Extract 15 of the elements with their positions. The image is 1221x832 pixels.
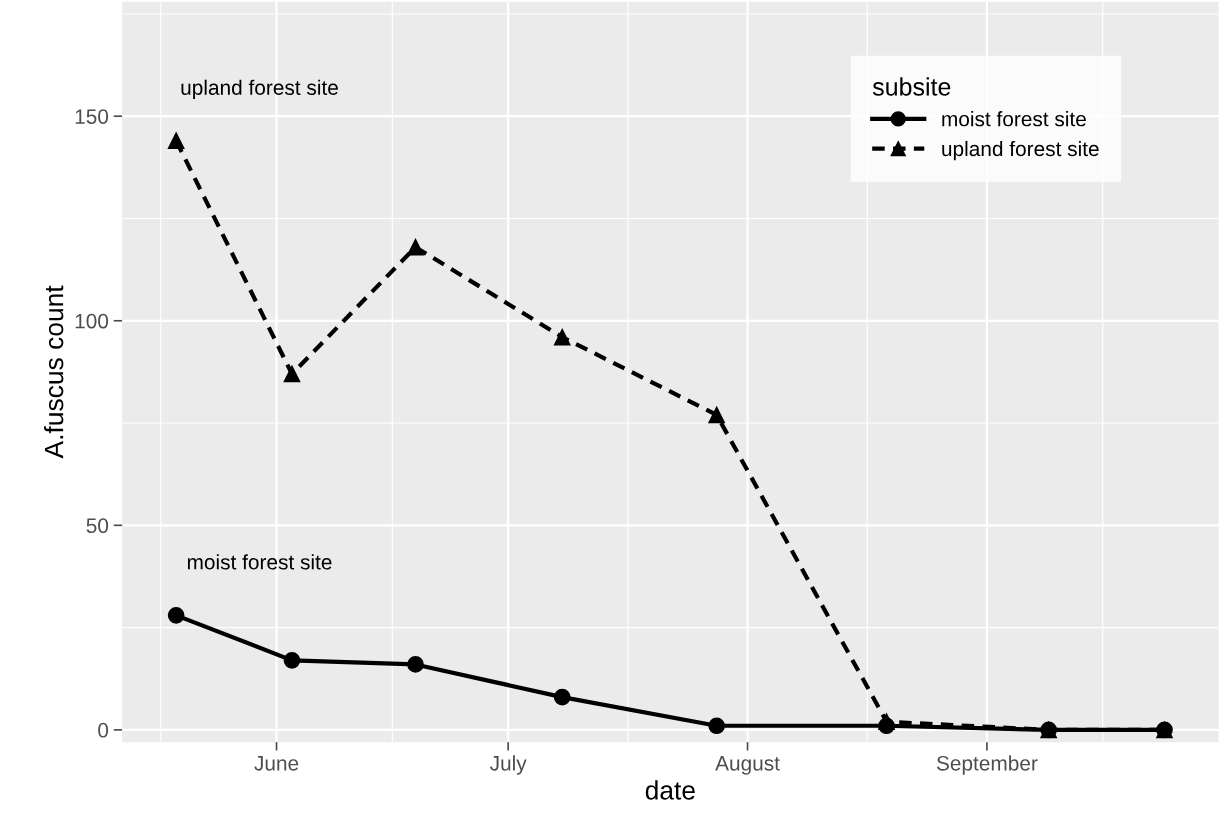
legend-title: subsite xyxy=(872,77,951,96)
x-axis-title: date xyxy=(645,780,695,800)
x-tick-label: September xyxy=(936,755,1038,775)
x-tick-label: July xyxy=(489,755,527,775)
y-tick-label: 50 xyxy=(86,518,109,534)
legend-label: upland forest site xyxy=(942,140,1099,161)
y-axis-title: A.fuscus count xyxy=(44,285,64,459)
y-tick-label: 0 xyxy=(98,722,109,738)
x-tick-label: June xyxy=(254,756,299,771)
y-tick-label: 100 xyxy=(75,313,109,329)
legend-label: moist forest site xyxy=(942,111,1086,127)
y-tick-label: 150 xyxy=(75,109,109,124)
annotation: moist forest site xyxy=(187,554,332,570)
x-tick-label: August xyxy=(715,756,780,775)
annotation: upland forest site xyxy=(181,79,338,100)
